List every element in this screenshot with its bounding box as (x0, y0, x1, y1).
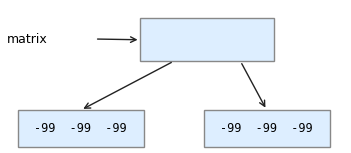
FancyBboxPatch shape (140, 18, 274, 61)
FancyBboxPatch shape (204, 110, 330, 147)
Text: -99  -99  -99: -99 -99 -99 (34, 122, 127, 135)
Text: matrix: matrix (7, 33, 48, 45)
Text: -99  -99  -99: -99 -99 -99 (220, 122, 313, 135)
FancyBboxPatch shape (18, 110, 144, 147)
